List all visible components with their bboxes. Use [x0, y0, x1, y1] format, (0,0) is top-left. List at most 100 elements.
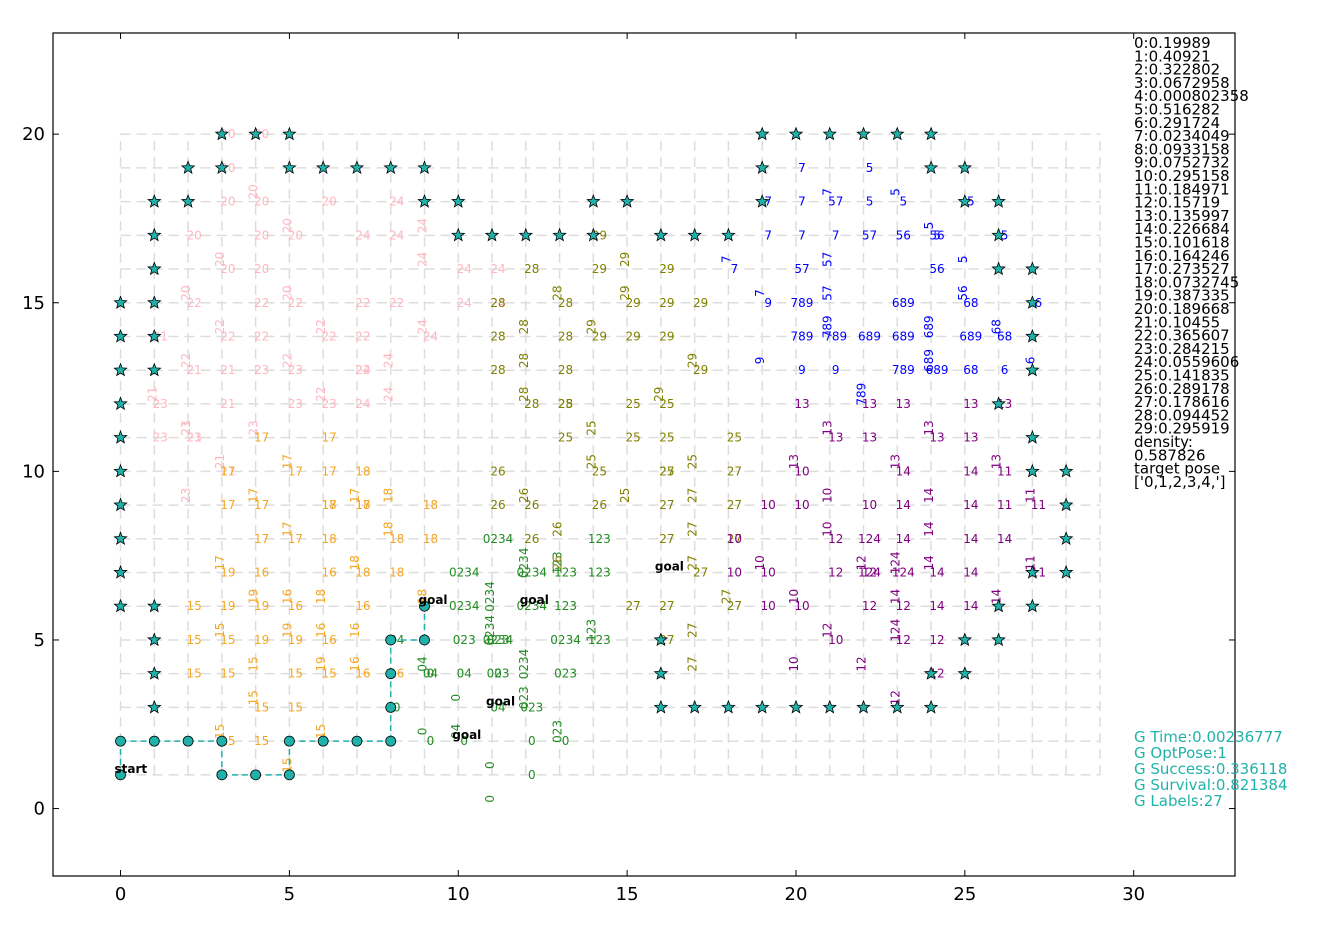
side-text-line: 18:0.0732745: [1134, 273, 1239, 291]
path-waypoint: [317, 735, 329, 747]
cell-label: 12: [862, 599, 877, 613]
obstacle-star: [147, 598, 162, 613]
cell-label: 57: [821, 285, 835, 300]
cell-label: 123: [588, 566, 611, 580]
y-tick-label: 20: [22, 124, 45, 145]
obstacle-star: [586, 227, 601, 242]
cell-label: 15: [254, 700, 269, 714]
cell-label: 27: [659, 532, 674, 546]
obstacle-star: [653, 666, 669, 680]
cell-label: 18: [322, 532, 337, 546]
side-text-line: 25:0.141835: [1134, 367, 1230, 385]
cell-label: 18: [322, 498, 337, 512]
cell-label: 22: [179, 353, 193, 368]
cell-label: 14: [922, 521, 936, 536]
goal-marker: goal: [452, 728, 481, 742]
cell-label: 14: [963, 566, 978, 580]
cell-label: 26: [490, 498, 505, 512]
side-text-line: 5:0.516282: [1134, 101, 1220, 119]
side-text-line: 28:0.094452: [1134, 406, 1230, 424]
cell-label: 19: [314, 656, 328, 671]
cell-label: 24: [355, 397, 370, 411]
cell-label: 0234: [483, 615, 497, 646]
x-tick-label: 30: [1122, 884, 1145, 905]
cell-label: 27: [727, 532, 742, 546]
obstacle-star: [957, 160, 973, 174]
path-waypoint: [182, 735, 194, 747]
cell-label: 689: [892, 296, 915, 310]
cell-label: 0: [483, 761, 497, 769]
cell-label: 13: [929, 431, 944, 445]
cell-label: 10: [761, 498, 776, 512]
obstacle-star: [957, 666, 973, 680]
cell-label: 12: [828, 566, 843, 580]
cell-label: 124: [858, 532, 881, 546]
cell-label: 27: [727, 599, 742, 613]
cell-label: 7: [731, 262, 739, 276]
cell-label: 29: [618, 285, 632, 300]
start-marker: start: [115, 762, 148, 776]
cell-label: 0234: [517, 566, 548, 580]
cell-label: 22: [254, 296, 269, 310]
side-text-line: density:: [1134, 433, 1193, 451]
path-waypoint: [250, 769, 262, 781]
y-tick-label: 5: [34, 630, 45, 651]
cell-label: 17: [254, 431, 269, 445]
cell-label: 22: [355, 296, 370, 310]
obstacle-star: [214, 160, 230, 174]
side-text-line: 29:0.295919: [1134, 420, 1230, 438]
cell-label: 28: [558, 397, 573, 411]
cell-label: 0234: [550, 633, 581, 647]
obstacle-star: [147, 194, 162, 208]
cell-label: 14: [963, 464, 978, 478]
cell-label: 7: [764, 195, 772, 209]
cell-label: 68: [997, 329, 1012, 343]
cell-label: 0: [528, 768, 536, 782]
cell-label: 11: [1023, 488, 1037, 503]
obstacle-star: [1058, 463, 1074, 478]
cell-label: 6: [1035, 296, 1043, 310]
cell-label: 11: [1023, 555, 1037, 570]
cell-label: 28: [517, 387, 531, 402]
cell-label: 29: [659, 262, 674, 276]
obstacle-star: [147, 328, 162, 343]
obstacle-star: [383, 160, 398, 174]
cell-label: 22: [355, 363, 370, 377]
cell-label: 24: [382, 353, 396, 368]
plot-frame: [52, 32, 1236, 877]
cell-label: 0: [494, 667, 502, 681]
cell-label: 14: [963, 532, 978, 546]
cell-label: 28: [490, 296, 505, 310]
cell-label: 27: [659, 599, 674, 613]
obstacle-star: [147, 295, 162, 309]
cell-label: 10: [753, 555, 767, 570]
obstacle-star: [957, 632, 973, 647]
cell-label: 21: [220, 363, 235, 377]
obstacle-star: [754, 699, 770, 714]
cell-label: 21: [179, 420, 193, 435]
cell-label: 22: [389, 296, 404, 310]
obstacle-star: [417, 160, 432, 174]
cell-label: 15: [186, 599, 201, 613]
obstacle-star: [991, 598, 1006, 613]
obstacle-star: [1058, 497, 1074, 512]
obstacle-star: [890, 699, 905, 714]
cell-label: 23: [179, 488, 193, 503]
cell-label: 14: [896, 532, 911, 546]
obstacle-star: [180, 194, 196, 208]
cell-label: 15: [247, 690, 261, 705]
cell-label: 20: [280, 218, 294, 233]
obstacle-star: [822, 699, 837, 714]
cell-label: 29: [592, 329, 607, 343]
g-stat-line: G Survival:0.821384: [1134, 776, 1288, 794]
obstacle-star: [721, 227, 736, 242]
y-tick-label: 15: [22, 293, 45, 314]
cell-label: 20: [280, 285, 294, 300]
cell-label: 023: [517, 686, 531, 709]
obstacle-star: [1025, 295, 1040, 309]
cell-label: 17: [213, 555, 227, 570]
cell-label: 023: [554, 667, 577, 681]
cell-label: 0: [562, 734, 570, 748]
cell-label: 19: [254, 599, 269, 613]
obstacle-star: [1025, 328, 1040, 343]
